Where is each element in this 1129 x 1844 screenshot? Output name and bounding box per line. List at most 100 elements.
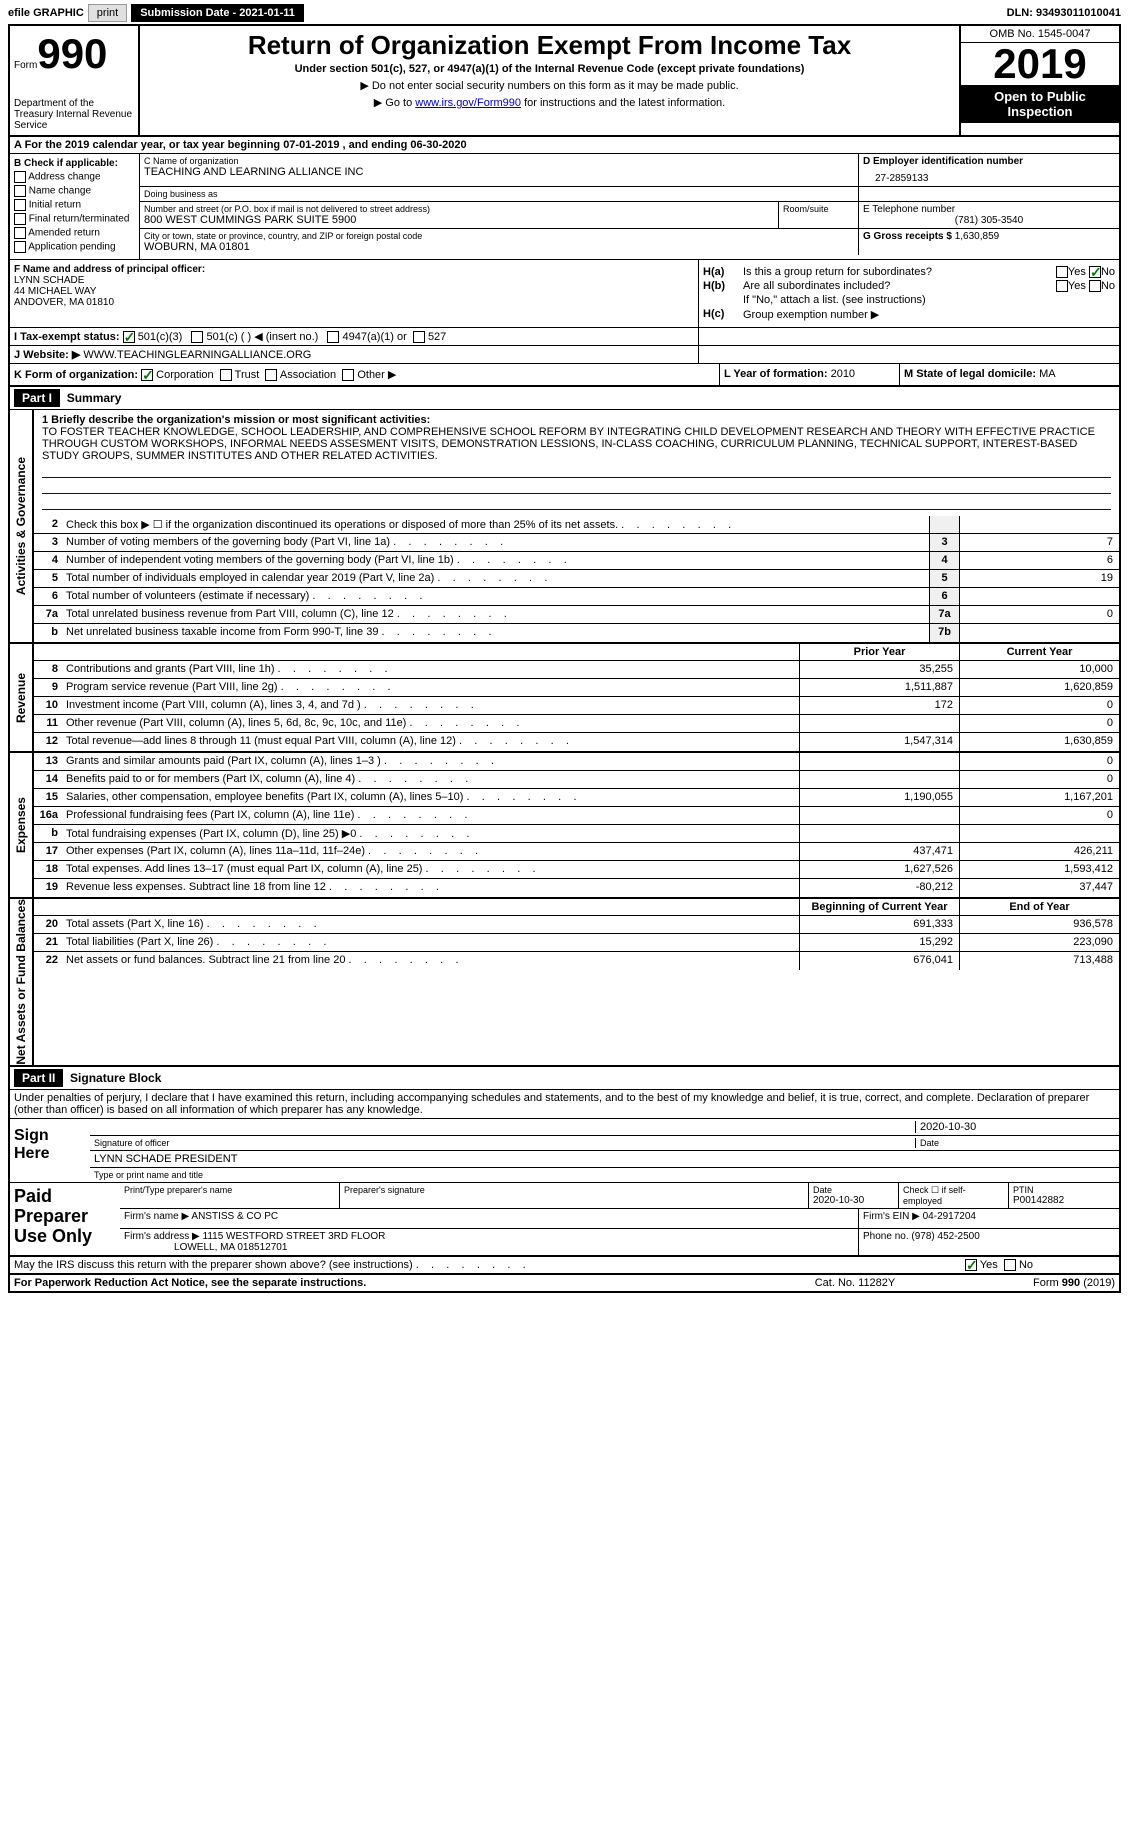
- mission-block: 1 Briefly describe the organization's mi…: [34, 410, 1119, 516]
- gov-row: 7aTotal unrelated business revenue from …: [34, 606, 1119, 624]
- chk-501c3[interactable]: [123, 331, 135, 343]
- opt-corp: Corporation: [156, 369, 213, 381]
- form-id-box: Form990 Department of the Treasury Inter…: [10, 26, 140, 135]
- dba-cell: Doing business as: [140, 187, 859, 201]
- chk-discuss-yes[interactable]: [965, 1259, 977, 1271]
- chk-ha-no[interactable]: [1089, 266, 1101, 278]
- officer-signature-field[interactable]: [94, 1121, 915, 1133]
- opt-other: Other ▶: [357, 369, 396, 381]
- chk-other[interactable]: [342, 369, 354, 381]
- website-label: J Website: ▶: [14, 349, 80, 361]
- chk-501c[interactable]: [191, 331, 203, 343]
- mission-label: 1 Briefly describe the organization's mi…: [42, 414, 1111, 426]
- chk-ha-yes[interactable]: [1056, 266, 1068, 278]
- top-bar: efile GRAPHIC print Submission Date - 20…: [8, 4, 1121, 22]
- opt-trust: Trust: [235, 369, 260, 381]
- chk-address-change[interactable]: [14, 171, 26, 183]
- domicile-label: M State of legal domicile:: [904, 368, 1036, 380]
- part1-header: Part I: [14, 389, 60, 407]
- opt-527: 527: [428, 331, 446, 343]
- footer: For Paperwork Reduction Act Notice, see …: [10, 1275, 1119, 1291]
- side-expenses: Expenses: [10, 753, 34, 897]
- firm-label: Firm's name ▶: [124, 1211, 189, 1222]
- table-row: 19Revenue less expenses. Subtract line 1…: [34, 879, 1119, 897]
- chk-initial[interactable]: [14, 199, 26, 211]
- ein-cell: D Employer identification number 27-2859…: [859, 154, 1119, 186]
- end-year-header: End of Year: [959, 899, 1119, 915]
- row-i: I Tax-exempt status: 501(c)(3) 501(c) ( …: [10, 328, 699, 345]
- chk-amended[interactable]: [14, 227, 26, 239]
- chk-pending[interactable]: [14, 241, 26, 253]
- prior-year-header: Prior Year: [799, 644, 959, 660]
- chk-4947[interactable]: [327, 331, 339, 343]
- chk-name-change[interactable]: [14, 185, 26, 197]
- opt-address-change: Address change: [28, 172, 100, 183]
- gross-value: 1,630,859: [955, 231, 1000, 242]
- footer-center: Cat. No. 11282Y: [755, 1277, 955, 1289]
- chk-final[interactable]: [14, 213, 26, 225]
- chk-discuss-no[interactable]: [1004, 1259, 1016, 1271]
- ha-label: H(a): [703, 266, 743, 278]
- gross-cell: G Gross receipts $ 1,630,859: [859, 229, 1119, 255]
- part2-title: Signature Block: [70, 1071, 161, 1085]
- date-label: Date: [915, 1138, 1115, 1148]
- table-row: 9Program service revenue (Part VIII, lin…: [34, 679, 1119, 697]
- table-row: 8Contributions and grants (Part VIII, li…: [34, 661, 1119, 679]
- current-year-header: Current Year: [959, 644, 1119, 660]
- gov-row: 6Total number of volunteers (estimate if…: [34, 588, 1119, 606]
- firm-name: ANSTISS & CO PC: [191, 1211, 278, 1222]
- side-governance: Activities & Governance: [10, 410, 34, 642]
- form-number: 990: [37, 30, 107, 77]
- prep-date-label: Date: [813, 1185, 894, 1195]
- self-emp-label: Check ☐ if self-employed: [903, 1185, 1004, 1206]
- city-value: WOBURN, MA 01801: [144, 241, 854, 253]
- pycy-header: Prior Year Current Year: [34, 644, 1119, 661]
- irs-link[interactable]: www.irs.gov/Form990: [415, 97, 521, 109]
- phone-value: (781) 305-3540: [863, 215, 1115, 226]
- hb-label: H(b): [703, 280, 743, 292]
- side-balances: Net Assets or Fund Balances: [10, 899, 34, 1065]
- tax-year: 2019: [961, 43, 1119, 85]
- chk-hb-yes[interactable]: [1056, 280, 1068, 292]
- table-row: 10Investment income (Part VIII, column (…: [34, 697, 1119, 715]
- phone-cell: E Telephone number (781) 305-3540: [859, 202, 1119, 228]
- opt-name-change: Name change: [29, 186, 91, 197]
- officer-label: F Name and address of principal officer:: [14, 264, 694, 275]
- chk-corp[interactable]: [141, 369, 153, 381]
- chk-trust[interactable]: [220, 369, 232, 381]
- begin-year-header: Beginning of Current Year: [799, 899, 959, 915]
- table-row: 20Total assets (Part X, line 16)691,3339…: [34, 916, 1119, 934]
- section-f: F Name and address of principal officer:…: [10, 260, 699, 327]
- form-org-label: K Form of organization:: [14, 369, 138, 381]
- header-center: Return of Organization Exempt From Incom…: [140, 26, 959, 135]
- chk-hb-no[interactable]: [1089, 280, 1101, 292]
- chk-assoc[interactable]: [265, 369, 277, 381]
- room-cell: Room/suite: [779, 202, 859, 228]
- form-subtitle: Under section 501(c), 527, or 4947(a)(1)…: [148, 63, 951, 75]
- hb-text: Are all subordinates included?: [743, 280, 1056, 292]
- print-button[interactable]: print: [88, 4, 127, 22]
- prep-date: 2020-10-30: [813, 1195, 894, 1206]
- chk-527[interactable]: [413, 331, 425, 343]
- signer-name-label: Type or print name and title: [94, 1170, 1115, 1180]
- form-990: Form990 Department of the Treasury Inter…: [8, 24, 1121, 1293]
- table-row: 13Grants and similar amounts paid (Part …: [34, 753, 1119, 771]
- paid-preparer-label: Paid Preparer Use Only: [10, 1183, 120, 1255]
- ptin-label: PTIN: [1013, 1185, 1115, 1195]
- submission-date: Submission Date - 2021-01-11: [131, 4, 304, 22]
- year-formation-label: L Year of formation:: [724, 368, 828, 380]
- website-value: WWW.TEACHINGLEARNINGALLIANCE.ORG: [83, 349, 311, 361]
- ein-value: 27-2859133: [863, 167, 1115, 184]
- preparer-name-label: Print/Type preparer's name: [124, 1185, 335, 1195]
- hc-text: Group exemption number ▶: [743, 308, 1115, 321]
- table-row: bTotal fundraising expenses (Part IX, co…: [34, 825, 1119, 843]
- row-j: J Website: ▶ WWW.TEACHINGLEARNINGALLIANC…: [10, 346, 699, 363]
- opt-pending: Application pending: [28, 242, 115, 253]
- addr-value: 800 WEST CUMMINGS PARK SUITE 5900: [144, 214, 774, 226]
- side-revenue: Revenue: [10, 644, 34, 751]
- footer-left: For Paperwork Reduction Act Notice, see …: [14, 1277, 755, 1289]
- table-row: 12Total revenue—add lines 8 through 11 (…: [34, 733, 1119, 751]
- side-rev-text: Revenue: [14, 673, 28, 723]
- gov-row: 3Number of voting members of the governi…: [34, 534, 1119, 552]
- firm-addr1: 1115 WESTFORD STREET 3RD FLOOR: [203, 1231, 386, 1242]
